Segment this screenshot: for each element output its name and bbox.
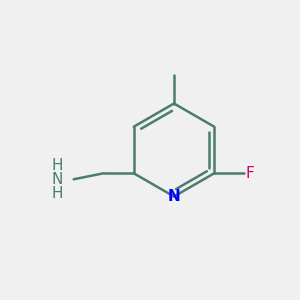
Text: N: N [168, 189, 180, 204]
Text: F: F [246, 166, 254, 181]
Text: H
N
H: H N H [52, 158, 63, 201]
